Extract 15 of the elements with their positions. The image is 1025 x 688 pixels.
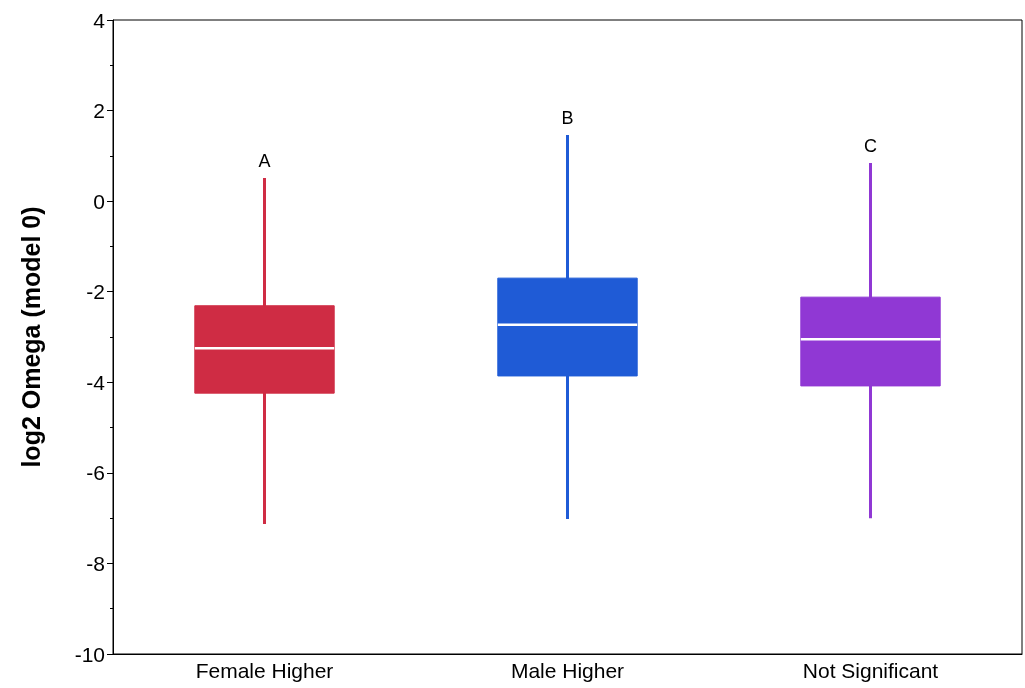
y-tick-label: -6	[86, 461, 105, 485]
annotation: B	[561, 108, 574, 129]
annotation: C	[864, 136, 877, 157]
y-tick-label: -8	[86, 551, 105, 575]
x-tick-label: Not Significant	[802, 659, 939, 682]
y-tick-label: -10	[74, 642, 105, 666]
annotation: A	[258, 151, 271, 172]
y-axis-title: log2 Omega (model 0)	[16, 206, 45, 468]
x-tick-label: Male Higher	[510, 659, 625, 682]
y-tick-label: 2	[93, 99, 105, 123]
y-tick-label: -2	[86, 280, 105, 304]
x-tick-label: Female Higher	[195, 659, 334, 682]
y-tick-label: -4	[86, 370, 106, 394]
y-tick-label: 0	[93, 189, 105, 213]
y-tick-label: 4	[93, 8, 106, 32]
